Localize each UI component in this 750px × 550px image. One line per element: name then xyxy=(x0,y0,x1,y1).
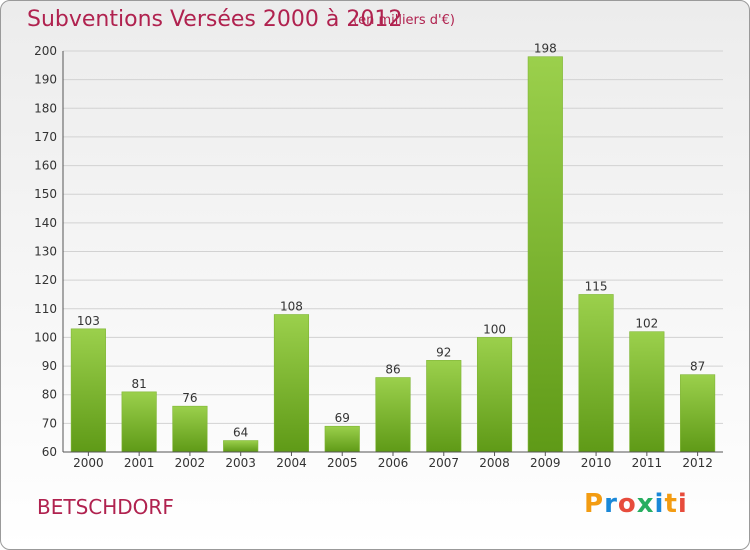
bar-value-label: 92 xyxy=(436,345,451,359)
logo-letter: i xyxy=(654,489,665,519)
y-tick-label: 190 xyxy=(34,73,57,87)
x-tick-label: 2000 xyxy=(73,456,104,470)
y-tick-label: 80 xyxy=(42,388,57,402)
x-tick-label: 2003 xyxy=(225,456,256,470)
chart-title: Subventions Versées 2000 à 2012 xyxy=(27,7,403,32)
logo-letter: x xyxy=(636,489,655,519)
bar-2010 xyxy=(578,294,614,453)
bar-2011 xyxy=(629,331,665,453)
bar-2009 xyxy=(527,56,563,453)
bar-2002 xyxy=(172,405,208,453)
y-tick-label: 140 xyxy=(34,216,57,230)
y-tick-label: 170 xyxy=(34,130,57,144)
bar-value-label: 86 xyxy=(385,363,400,377)
bar-value-label: 87 xyxy=(690,360,705,374)
y-tick-label: 160 xyxy=(34,159,57,173)
bar-value-label: 115 xyxy=(585,279,608,293)
bar-2000 xyxy=(70,328,106,453)
y-tick-label: 70 xyxy=(42,416,57,430)
x-tick-label: 2010 xyxy=(581,456,612,470)
y-tick-label: 200 xyxy=(34,44,57,58)
y-tick-label: 60 xyxy=(42,445,57,459)
x-tick-label: 2004 xyxy=(276,456,307,470)
bar-2003 xyxy=(223,440,259,453)
logo-letter: i xyxy=(677,489,688,519)
bar-value-label: 100 xyxy=(483,322,506,336)
logo-letter: t xyxy=(664,489,678,519)
bar-2012 xyxy=(680,374,716,453)
y-tick-label: 110 xyxy=(34,302,57,316)
bar-2008 xyxy=(476,337,513,453)
bar-2006 xyxy=(375,377,411,453)
y-tick-label: 130 xyxy=(34,245,57,259)
y-tick-label: 150 xyxy=(34,187,57,201)
logo-letter: o xyxy=(617,489,637,519)
x-tick-label: 2002 xyxy=(175,456,206,470)
x-tick-label: 2006 xyxy=(378,456,409,470)
proxiti-logo: Proxiti xyxy=(584,489,688,519)
commune-name: BETSCHDORF xyxy=(37,495,174,519)
bar-value-label: 198 xyxy=(534,42,557,56)
x-tick-label: 2012 xyxy=(682,456,713,470)
bar-value-label: 81 xyxy=(132,377,147,391)
logo-letter: P xyxy=(584,489,605,519)
x-tick-label: 2011 xyxy=(632,456,663,470)
bar-2004 xyxy=(273,314,310,453)
x-tick-label: 2009 xyxy=(530,456,561,470)
bar-value-label: 102 xyxy=(635,317,658,331)
bar-value-label: 64 xyxy=(233,426,248,440)
x-tick-label: 2001 xyxy=(124,456,155,470)
y-tick-label: 100 xyxy=(34,330,57,344)
y-tick-label: 180 xyxy=(34,101,57,115)
bar-value-label: 69 xyxy=(335,411,350,425)
logo-letter: r xyxy=(604,489,618,519)
y-tick-label: 90 xyxy=(42,359,57,373)
bar-value-label: 103 xyxy=(77,314,100,328)
chart-subtitle: (en milliers d'€) xyxy=(353,13,455,28)
x-tick-label: 2005 xyxy=(327,456,358,470)
y-tick-label: 120 xyxy=(34,273,57,287)
bar-value-label: 108 xyxy=(280,300,303,314)
bar-2007 xyxy=(426,360,462,453)
x-tick-label: 2008 xyxy=(479,456,510,470)
x-tick-label: 2007 xyxy=(428,456,459,470)
bar-2001 xyxy=(121,391,157,453)
bar-2005 xyxy=(324,425,360,453)
bar-value-label: 76 xyxy=(182,391,197,405)
